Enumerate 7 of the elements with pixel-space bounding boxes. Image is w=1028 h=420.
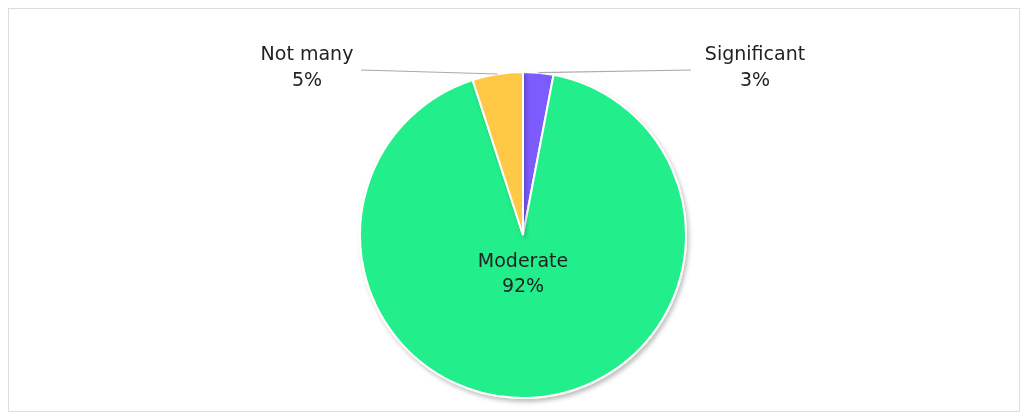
pie-slice: [359, 73, 687, 399]
data-label: 92%: [501, 273, 545, 296]
slice-label: Moderate: [477, 249, 569, 271]
slice-label: Significant: [704, 42, 806, 64]
slice-label: Not many: [260, 42, 354, 64]
data-label: 3%: [739, 67, 771, 90]
data-label: 5%: [291, 67, 323, 90]
